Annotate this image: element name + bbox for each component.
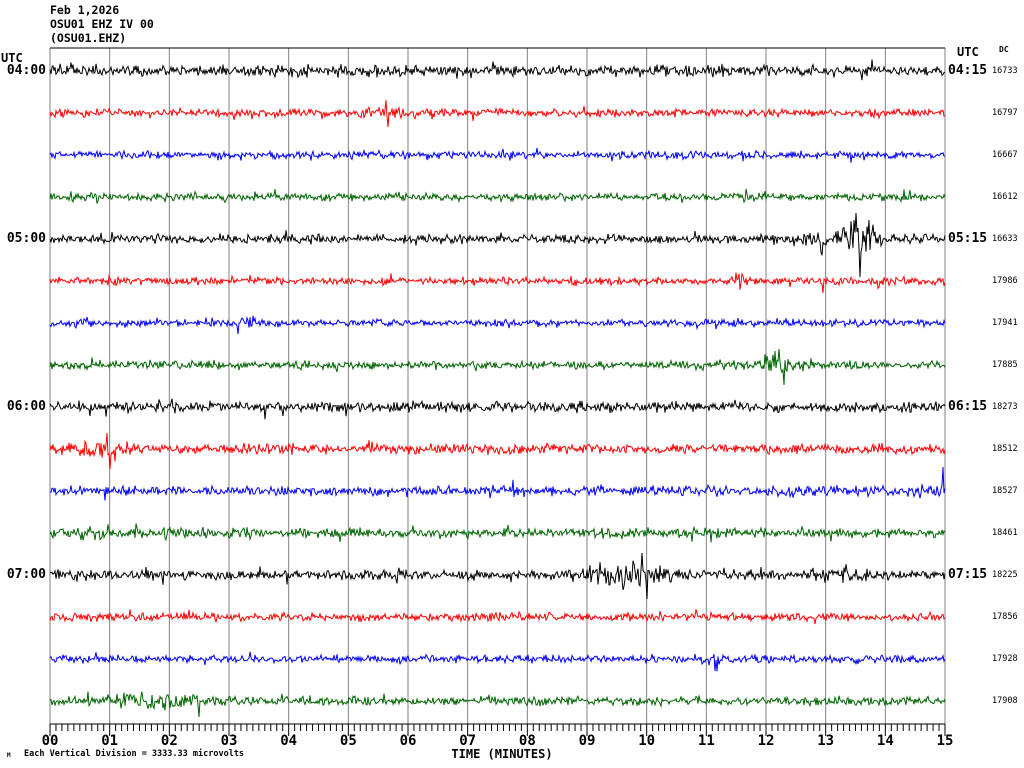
seismogram-trace-3 bbox=[49, 188, 946, 204]
left-time-label: 05:00 bbox=[6, 231, 46, 246]
seismogram-trace-11 bbox=[49, 523, 946, 543]
seismogram-trace-0 bbox=[49, 59, 946, 81]
right-time-label: 04:15 bbox=[948, 63, 988, 78]
x-tick-label: 13 bbox=[817, 733, 835, 749]
right-time-label: 05:15 bbox=[948, 231, 988, 246]
seismogram-trace-6 bbox=[49, 315, 946, 335]
seismogram-trace-9 bbox=[49, 432, 946, 470]
seismogram-trace-15 bbox=[49, 691, 946, 718]
dc-value: 17928 bbox=[992, 654, 1018, 664]
dc-header: DC bbox=[999, 45, 1009, 54]
dc-value: 18527 bbox=[992, 486, 1018, 496]
seismogram-trace-1 bbox=[49, 99, 946, 128]
x-tick-label: 03 bbox=[220, 733, 238, 749]
dc-value: 18273 bbox=[992, 402, 1018, 412]
header-date: Feb 1,2026 bbox=[50, 3, 120, 17]
seismogram-trace-10 bbox=[49, 466, 946, 501]
dc-value: 16797 bbox=[992, 108, 1018, 118]
x-tick-label: 01 bbox=[101, 733, 119, 749]
dc-value: 17908 bbox=[992, 696, 1018, 706]
x-axis-title: TIME (MINUTES) bbox=[451, 747, 553, 761]
left-time-label: 07:00 bbox=[6, 567, 46, 582]
x-tick-label: 11 bbox=[697, 733, 715, 749]
dc-value: 17986 bbox=[992, 276, 1018, 286]
seismogram-trace-8 bbox=[49, 398, 946, 420]
footer-mark: M bbox=[7, 752, 11, 759]
dc-value: 18225 bbox=[992, 570, 1018, 580]
dc-value: 17941 bbox=[992, 318, 1018, 328]
seismogram-trace-5 bbox=[49, 272, 946, 294]
dc-value: 16667 bbox=[992, 150, 1018, 160]
seismogram-trace-13 bbox=[49, 609, 946, 625]
dc-value: 16612 bbox=[992, 192, 1018, 202]
right-time-label: 07:15 bbox=[948, 567, 988, 582]
right-time-label: 06:15 bbox=[948, 399, 988, 414]
dc-value: 16733 bbox=[992, 66, 1018, 76]
footer-scale-note: Each Vertical Division = 3333.33 microvo… bbox=[24, 749, 245, 759]
x-tick-label: 07 bbox=[459, 733, 477, 749]
x-tick-label: 14 bbox=[876, 733, 894, 749]
utc-left-header: UTC bbox=[1, 51, 23, 65]
seismogram-trace-7 bbox=[49, 348, 946, 386]
x-tick-label: 10 bbox=[638, 733, 656, 749]
seismogram-trace-12 bbox=[49, 552, 946, 600]
dc-value: 16633 bbox=[992, 234, 1018, 244]
dc-value: 17885 bbox=[992, 360, 1018, 370]
x-tick-label: 12 bbox=[757, 733, 775, 749]
x-tick-label: 04 bbox=[280, 733, 298, 749]
x-tick-label: 02 bbox=[160, 733, 178, 749]
x-tick-label: 06 bbox=[399, 733, 417, 749]
dc-value: 18512 bbox=[992, 444, 1018, 454]
header-channel: (OSU01.EHZ) bbox=[50, 31, 127, 45]
left-time-label: 06:00 bbox=[6, 399, 46, 414]
x-tick-label: 00 bbox=[41, 733, 59, 749]
utc-right-header: UTC bbox=[957, 45, 979, 59]
x-tick-label: 05 bbox=[339, 733, 357, 749]
x-tick-label: 15 bbox=[936, 733, 954, 749]
seismogram-trace-14 bbox=[49, 651, 946, 672]
dc-value: 18461 bbox=[992, 528, 1018, 538]
x-tick-label: 08 bbox=[518, 733, 536, 749]
seismogram-trace-2 bbox=[49, 147, 946, 163]
dc-value: 17856 bbox=[992, 612, 1018, 622]
seismogram-trace-4 bbox=[49, 212, 946, 278]
x-tick-label: 09 bbox=[578, 733, 596, 749]
header-station: OSU01 EHZ IV 00 bbox=[50, 17, 154, 31]
left-time-label: 04:00 bbox=[6, 63, 46, 78]
